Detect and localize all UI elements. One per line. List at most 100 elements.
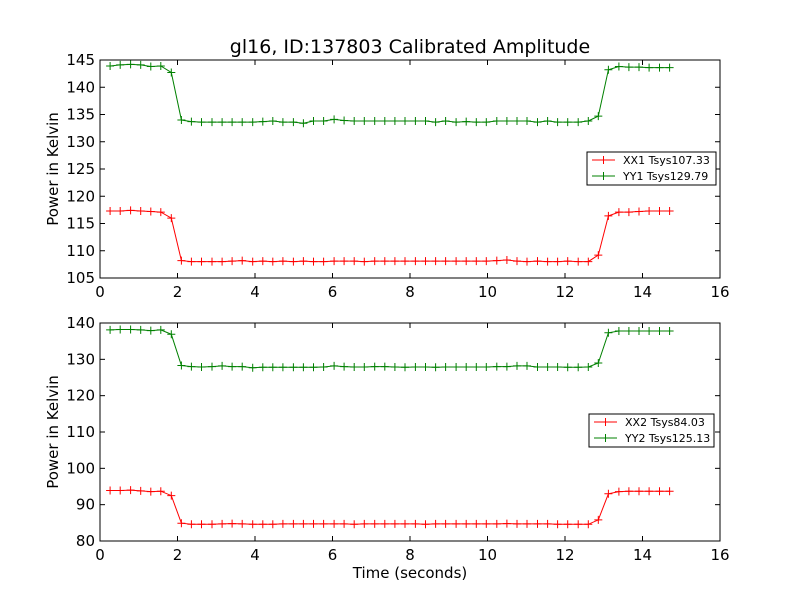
top-series-2-point xyxy=(218,118,227,127)
bottom-x-tick-label: 8 xyxy=(405,546,415,564)
top-series-1-point xyxy=(228,257,237,266)
top-series-2-point xyxy=(187,117,196,126)
bottom-series-1-point xyxy=(187,520,196,529)
top-series-1-point xyxy=(655,207,664,215)
top-series-2-point xyxy=(441,117,450,125)
top-series-2-point xyxy=(553,118,562,127)
bottom-series-1-point xyxy=(258,520,267,529)
top-series-1-point xyxy=(360,257,369,266)
bottom-series-2-point xyxy=(594,359,603,367)
bottom-series-2-point xyxy=(584,363,593,371)
bottom-series-1-point xyxy=(228,519,237,528)
top-series-2-point xyxy=(167,68,176,77)
top-series-1-point xyxy=(309,257,318,266)
top-series-2-point xyxy=(370,117,379,125)
bottom-series-1-point xyxy=(665,487,674,496)
bottom-series-2-point xyxy=(411,363,420,371)
top-series-1-point xyxy=(390,257,399,266)
top-series-2-point xyxy=(208,118,216,127)
top-series-1-point xyxy=(472,257,481,266)
top-plot-ticks: 0 2 4 6 8 10 12 14 16 105 110 115 120 125 130 135 140 145 xyxy=(66,51,729,301)
bottom-y-tick-label: 140 xyxy=(66,314,95,332)
top-x-tick-label: 10 xyxy=(478,283,497,301)
top-series-2-point xyxy=(635,63,643,72)
top-series-2-point xyxy=(533,118,542,127)
top-series-1-point xyxy=(299,257,308,266)
top-series-2-point xyxy=(523,117,531,125)
top-series-2-point xyxy=(106,62,115,70)
top-series-1-point xyxy=(106,207,115,215)
top-series-1-point xyxy=(614,208,623,217)
bottom-series-1-point xyxy=(441,519,450,528)
bottom-series-2-point xyxy=(248,363,257,372)
bottom-series-2-point xyxy=(218,361,227,370)
bottom-plot-legend-box xyxy=(588,413,715,448)
bottom-series-2-point xyxy=(350,363,359,371)
top-series-1-point xyxy=(594,251,603,260)
bottom-series-2-point xyxy=(563,363,572,372)
top-series-2-point xyxy=(492,117,501,125)
bottom-series-2-point xyxy=(441,363,450,371)
top-series-2-point xyxy=(340,116,349,125)
top-y-tick-label: 105 xyxy=(66,269,95,287)
top-series-1-point xyxy=(665,207,674,215)
top-series-1-point xyxy=(635,207,643,216)
bottom-series-2-point xyxy=(116,325,125,334)
bottom-series-1-point xyxy=(360,519,369,528)
bottom-series-2-point xyxy=(319,363,328,371)
top-series-2-point xyxy=(299,119,308,128)
top-series-1-point xyxy=(208,257,216,266)
bottom-series-1-point xyxy=(156,487,165,496)
top-series-1-point xyxy=(156,208,165,217)
bottom-series-1-point xyxy=(299,519,308,528)
top-series-2-point xyxy=(116,60,125,69)
bottom-series-1-point xyxy=(330,519,339,528)
bottom-series-2-point xyxy=(543,363,552,371)
bottom-series-1-point xyxy=(390,519,399,528)
top-y-tick-label: 145 xyxy=(66,51,95,69)
bottom-series-1-point xyxy=(197,520,206,529)
top-series-2-point xyxy=(258,117,267,126)
top-series-1-point xyxy=(462,257,471,266)
top-legend-label-1: XX1 Tsys107.33 xyxy=(623,154,710,167)
bottom-series-2-point xyxy=(462,363,471,371)
bottom-series-2-point xyxy=(238,362,247,371)
bottom-series-2-point xyxy=(126,325,135,334)
bottom-series-1-point xyxy=(574,520,583,529)
top-series-1-point xyxy=(350,257,359,266)
top-series-1-point xyxy=(380,257,389,266)
bottom-series-1-point xyxy=(116,486,125,495)
bottom-series-2-point xyxy=(106,325,115,334)
bottom-series-1-point xyxy=(319,519,328,528)
bottom-plot-legend: XX2 Tsys84.03 YY2 Tsys125.13 xyxy=(588,413,715,448)
top-series-2-point xyxy=(574,118,583,127)
bottom-series-1-point xyxy=(177,519,186,528)
top-series-2-point xyxy=(197,118,206,127)
top-series-1-point xyxy=(330,257,339,266)
bottom-series-1-point xyxy=(523,519,531,528)
bottom-series-1-point xyxy=(146,487,155,496)
top-series-2-point xyxy=(665,63,674,72)
top-series-1-point xyxy=(167,214,176,223)
top-series-1-point xyxy=(116,207,125,215)
top-series-2-point xyxy=(472,118,481,127)
top-series-1-point xyxy=(482,257,491,266)
top-x-tick-label: 12 xyxy=(555,283,574,301)
bottom-series-2-point xyxy=(523,361,531,370)
bottom-series-2-point xyxy=(136,325,145,334)
bottom-series-2-point xyxy=(330,361,339,370)
bottom-series-2-point xyxy=(289,363,298,372)
top-series-2-point xyxy=(655,63,664,72)
bottom-series-1-point xyxy=(614,487,623,496)
bottom-series-1-point xyxy=(624,487,633,496)
top-series-1-point xyxy=(431,257,440,266)
top-x-tick-label: 16 xyxy=(710,283,729,301)
top-x-tick-label: 8 xyxy=(405,283,415,301)
bottom-series-1-point xyxy=(492,519,501,528)
top-series-1-point xyxy=(401,257,409,266)
bottom-series-1-point xyxy=(594,515,603,524)
bottom-series-2-point xyxy=(156,325,165,334)
bottom-x-tick-label: 10 xyxy=(478,546,497,564)
top-series-2-point xyxy=(462,117,471,126)
